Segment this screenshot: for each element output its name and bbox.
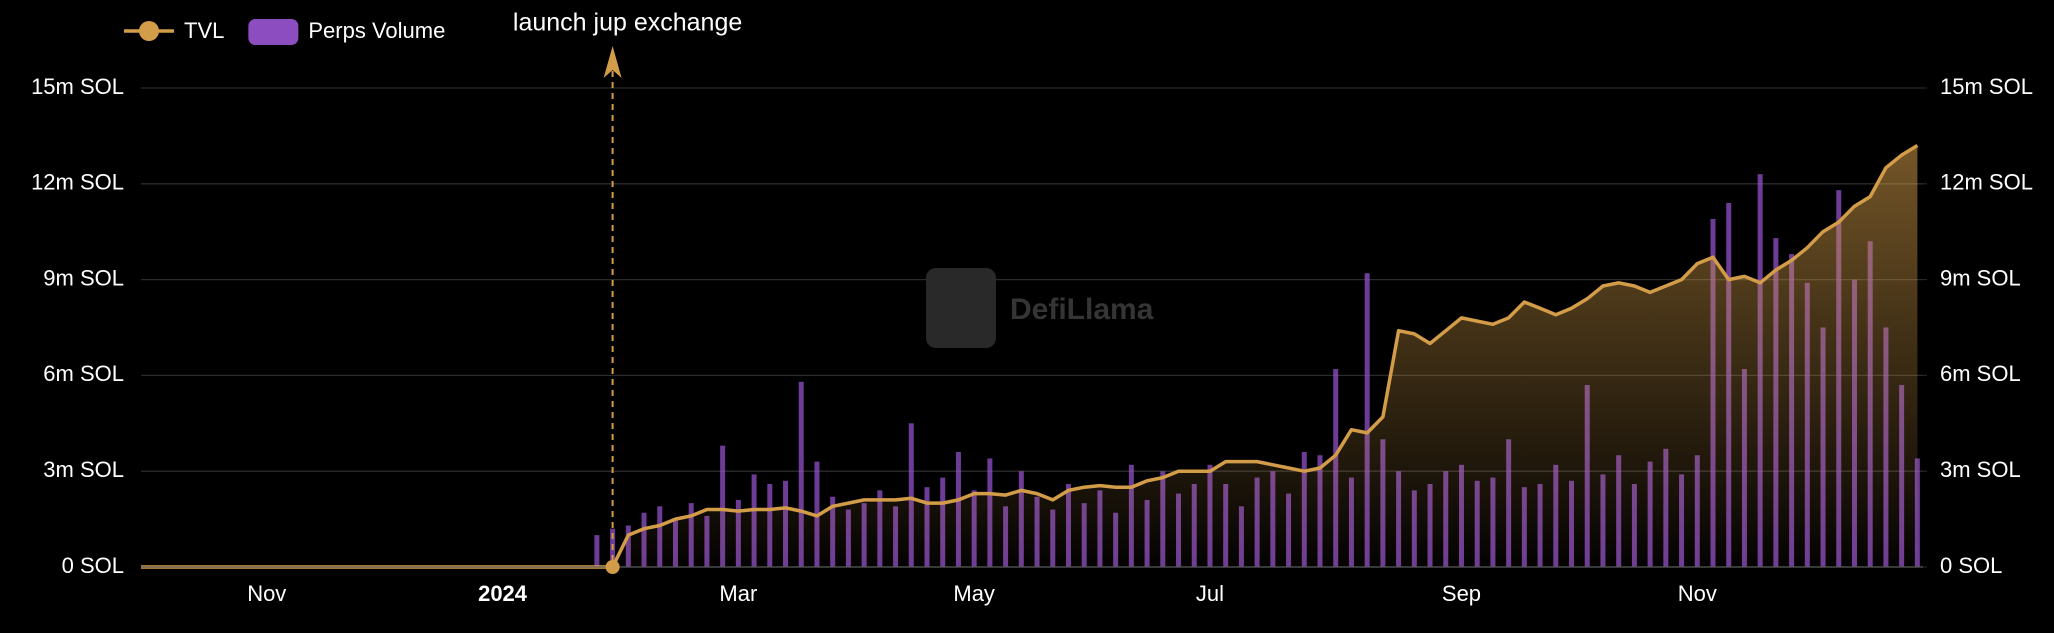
y2-tick-label: 6m SOL (1940, 361, 2021, 386)
y2-tick-label: 9m SOL (1940, 265, 2021, 290)
x-tick-label: Jul (1196, 581, 1224, 606)
y2-tick-label: 15m SOL (1940, 74, 2033, 99)
legend-swatch (248, 19, 299, 45)
bar (798, 381, 804, 567)
legend-marker (139, 21, 159, 41)
x-tick-label: Sep (1442, 581, 1481, 606)
x-tick-label: Nov (247, 581, 286, 606)
y2-tick-label: 12m SOL (1940, 170, 2033, 195)
x-tick-label: May (953, 581, 995, 606)
y-tick-label: 15m SOL (31, 74, 124, 99)
legend-label: Perps Volume (308, 18, 445, 43)
watermark: DefiLlama (1010, 293, 1154, 326)
x-tick-label: Mar (719, 581, 757, 606)
y-tick-label: 0 SOL (62, 553, 124, 578)
annotation-text: launch jup exchange (513, 9, 742, 37)
bar (1364, 273, 1370, 567)
y-tick-label: 12m SOL (31, 170, 124, 195)
legend-label: TVL (184, 18, 224, 43)
bar (720, 445, 726, 567)
y-tick-label: 3m SOL (43, 457, 124, 482)
x-tick-label: Nov (1678, 581, 1717, 606)
area (141, 145, 1918, 567)
y-tick-label: 6m SOL (43, 361, 124, 386)
annotation-point (605, 560, 620, 574)
annotation-arrowhead (603, 46, 622, 78)
y2-tick-label: 0 SOL (1940, 553, 2002, 578)
x-tick-label: 2024 (478, 581, 528, 606)
watermark-logo (926, 268, 996, 348)
y-tick-label: 9m SOL (43, 265, 124, 290)
y2-tick-label: 3m SOL (1940, 457, 2021, 482)
bar (908, 423, 914, 567)
watermark-group: DefiLlama (926, 268, 1154, 348)
bar (594, 535, 600, 567)
